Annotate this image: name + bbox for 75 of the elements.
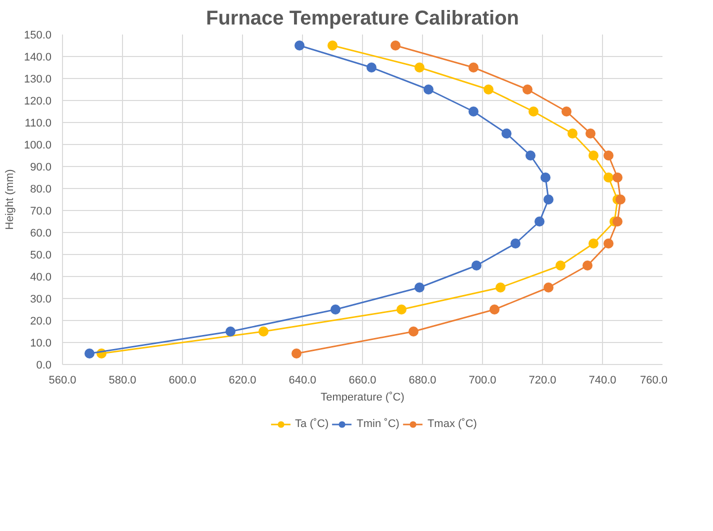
point	[328, 40, 338, 50]
point	[562, 106, 572, 116]
y-tick-label: 30.0	[30, 294, 52, 306]
point	[540, 172, 550, 182]
point	[510, 238, 520, 248]
point	[616, 194, 626, 204]
point	[424, 84, 434, 94]
point	[468, 62, 478, 72]
y-tick-label: 140.0	[24, 52, 52, 64]
point	[586, 128, 596, 138]
point	[588, 150, 598, 160]
point	[604, 172, 614, 182]
point	[556, 260, 566, 270]
y-tick-label: 20.0	[30, 316, 52, 328]
point	[534, 216, 544, 226]
point	[496, 282, 506, 292]
x-tick-label: 700.0	[468, 374, 496, 386]
y-tick-label: 70.0	[30, 206, 52, 218]
point	[414, 282, 424, 292]
point	[390, 40, 400, 50]
x-tick-label: 560.0	[48, 374, 76, 386]
y-tick-label: 0.0	[36, 360, 52, 372]
point	[612, 172, 622, 182]
point	[396, 304, 406, 314]
point	[544, 194, 554, 204]
x-tick-label: 740.0	[588, 374, 616, 386]
y-tick-label: 120.0	[24, 96, 52, 108]
legend-label: Tmin ˚C)	[356, 417, 400, 431]
x-tick-label: 600.0	[168, 374, 196, 386]
x-tick-label: 720.0	[528, 374, 556, 386]
x-tick-label: 660.0	[348, 374, 376, 386]
point	[408, 326, 418, 336]
y-tick-label: 130.0	[24, 74, 52, 86]
x-tick-label: 580.0	[108, 374, 136, 386]
y-tick-label: 50.0	[30, 250, 52, 262]
point	[330, 304, 340, 314]
point	[588, 238, 598, 248]
chart-title: Furnace Temperature Calibration	[206, 8, 520, 30]
y-tick-label: 10.0	[30, 338, 52, 350]
point	[604, 238, 614, 248]
y-axis-title: Height (mm)	[4, 169, 16, 230]
point	[612, 216, 622, 226]
point	[490, 304, 500, 314]
point	[526, 150, 536, 160]
legend-label: Ta (˚C)	[295, 417, 329, 431]
x-axis-title: Temperature (˚C)	[320, 392, 404, 404]
x-tick-label: 640.0	[288, 374, 316, 386]
y-tick-label: 90.0	[30, 162, 52, 174]
point	[484, 84, 494, 94]
point	[468, 106, 478, 116]
y-tick-label: 60.0	[30, 228, 52, 240]
point	[258, 326, 268, 336]
y-tick-label: 150.0	[24, 30, 52, 42]
point	[502, 128, 512, 138]
x-tick-label: 680.0	[408, 374, 436, 386]
y-tick-label: 80.0	[30, 184, 52, 196]
point	[414, 62, 424, 72]
point	[294, 40, 304, 50]
legend-label: Tmax (˚C)	[427, 417, 477, 431]
point	[292, 348, 302, 358]
point	[544, 282, 554, 292]
x-tick-label: 620.0	[228, 374, 256, 386]
y-tick-label: 100.0	[24, 140, 52, 152]
y-tick-label: 40.0	[30, 272, 52, 284]
point	[604, 150, 614, 160]
y-tick-label: 110.0	[24, 118, 52, 130]
point	[84, 348, 94, 358]
point	[528, 106, 538, 116]
point	[366, 62, 376, 72]
point	[472, 260, 482, 270]
point	[582, 260, 592, 270]
point	[568, 128, 578, 138]
point	[522, 84, 532, 94]
point	[226, 326, 236, 336]
x-tick-label: 760.0	[640, 374, 668, 386]
